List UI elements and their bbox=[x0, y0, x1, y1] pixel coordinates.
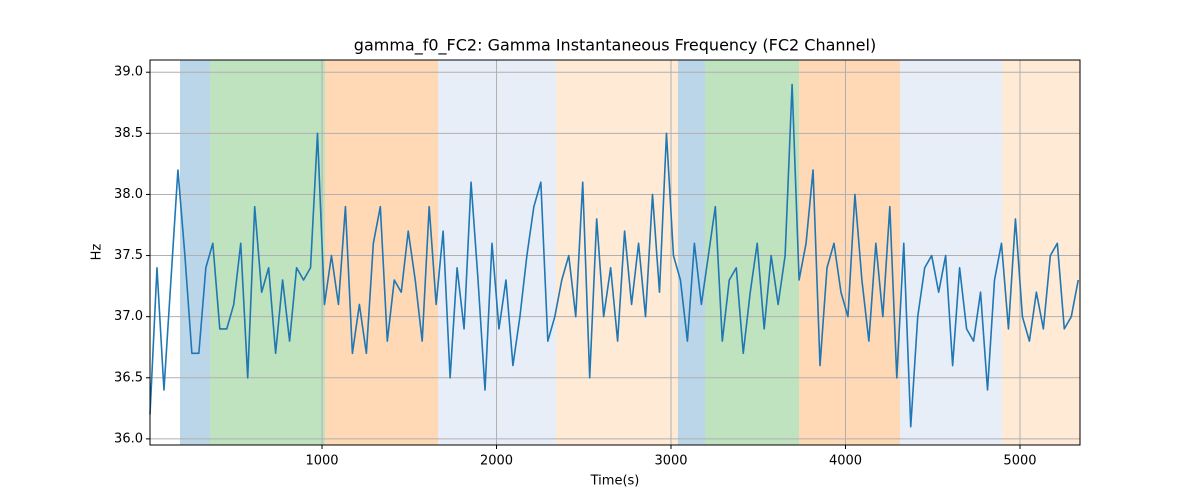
span bbox=[705, 60, 800, 445]
y-tick-label: 36.5 bbox=[114, 370, 143, 385]
y-tick-label: 37.5 bbox=[114, 248, 143, 263]
y-tick-label: 38.5 bbox=[114, 126, 143, 141]
x-tick-label: 3000 bbox=[654, 454, 687, 469]
span bbox=[677, 60, 706, 445]
span bbox=[438, 60, 557, 445]
span bbox=[556, 60, 678, 445]
y-tick-label: 37.0 bbox=[114, 309, 143, 324]
lines bbox=[149, 83, 1080, 428]
span bbox=[325, 60, 439, 445]
grid bbox=[150, 60, 1080, 445]
chart-title: gamma_f0_FC2: Gamma Instantaneous Freque… bbox=[354, 36, 876, 56]
x-tick-label: 5000 bbox=[1003, 454, 1036, 469]
spans bbox=[180, 60, 1080, 445]
y-tick-label: 38.0 bbox=[114, 187, 143, 202]
span bbox=[900, 60, 1003, 445]
x-tick-label: 4000 bbox=[829, 454, 862, 469]
y-tick-label: 36.0 bbox=[114, 431, 143, 446]
x-axis-label: Time(s) bbox=[590, 474, 640, 489]
x-tick-label: 1000 bbox=[305, 454, 338, 469]
span bbox=[1002, 60, 1080, 445]
line-series bbox=[149, 83, 1080, 428]
plot-frame bbox=[149, 59, 1081, 446]
y-axis-label: Hz bbox=[90, 244, 105, 261]
y-tick-label: 39.0 bbox=[114, 65, 143, 80]
span bbox=[210, 60, 326, 445]
span bbox=[799, 60, 901, 445]
ticks: 1000 2000 3000 4000 5000 36.0 36.5 37.0 37.5 38.0… bbox=[114, 65, 1036, 469]
x-tick-label: 2000 bbox=[480, 454, 513, 469]
